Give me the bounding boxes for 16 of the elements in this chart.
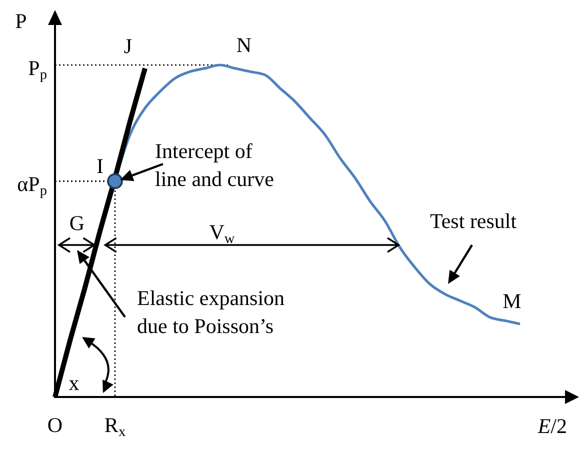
text: J [124, 34, 132, 58]
annotation: M [502, 289, 522, 313]
annotation: Elastic expansion due to Poisson’s [137, 286, 286, 338]
annotation: I [96, 154, 104, 178]
annotation: x [68, 371, 80, 395]
annotation: Intercept of line and curve [155, 139, 274, 191]
annotation: G [69, 211, 85, 235]
text: N [236, 33, 252, 57]
x-axis-title: E/2 [536, 414, 567, 438]
x-tick-label: O [47, 413, 63, 437]
x-tick-label: R$_{x}$ [104, 413, 126, 440]
ref-line-label: P$_{p}$ [28, 56, 47, 83]
annotation: Test result [430, 209, 517, 233]
y-axis-title: P [15, 9, 27, 33]
annotation: V$_{w}$ [209, 220, 236, 247]
ref-line-label: αP$_{p}$ [17, 172, 47, 199]
